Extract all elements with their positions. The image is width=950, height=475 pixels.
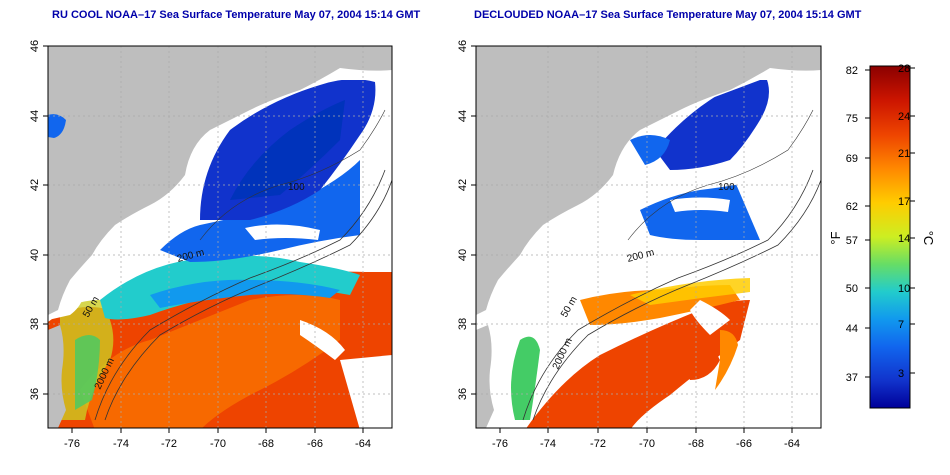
left-map-frame xyxy=(47,45,393,429)
colorbar-c-tick: 21 xyxy=(898,148,910,160)
y-tick-label: 40 xyxy=(457,249,469,261)
colorbar-f-tick: 75 xyxy=(846,113,858,125)
colorbar-f-tick: 82 xyxy=(846,65,858,77)
colorbar-f-tick: 57 xyxy=(846,235,858,247)
x-tick-label: -66 xyxy=(307,438,323,450)
x-tick-label: -70 xyxy=(639,438,655,450)
left-map-panel: 50 m 200 m 2000 m 100 -76 -74 -72 -70 -6… xyxy=(29,40,393,450)
colorbar-c-tick: 10 xyxy=(898,283,910,295)
contour-label-100: 100 xyxy=(718,182,735,193)
left-sst-map: 50 m 200 m 2000 m 100 xyxy=(48,46,392,428)
x-tick-label: -72 xyxy=(161,438,177,450)
y-tick-label: 38 xyxy=(457,318,469,330)
x-tick-label: -76 xyxy=(64,438,80,450)
x-tick-label: -70 xyxy=(210,438,226,450)
colorbar-f-tick: 44 xyxy=(846,323,858,335)
right-map-frame xyxy=(475,45,822,429)
colorbar-c-tick: 17 xyxy=(898,196,910,208)
colorbar-f-tick: 69 xyxy=(846,153,858,165)
x-tick-label: -72 xyxy=(590,438,606,450)
y-tick-label: 40 xyxy=(29,249,41,261)
y-tick-label: 36 xyxy=(457,388,469,400)
colorbar-c-tick: 24 xyxy=(898,111,910,123)
contour-label-100: 100 xyxy=(288,182,305,193)
right-map-panel: 50 m 200 m 2000 m 100 -76 -74 -72 -70 -6… xyxy=(457,40,936,450)
y-tick-label: 44 xyxy=(457,110,469,122)
y-tick-label: 38 xyxy=(29,318,41,330)
x-tick-label: -74 xyxy=(540,438,556,450)
y-tick-label: 44 xyxy=(29,110,41,122)
colorbar-f-tick: 50 xyxy=(846,283,858,295)
colorbar-c-tick: 28 xyxy=(898,63,910,75)
colorbar-c-tick: 14 xyxy=(898,233,910,245)
x-tick-label: -64 xyxy=(784,438,800,450)
colorbar-c-tick: 3 xyxy=(898,368,904,380)
x-tick-label: -74 xyxy=(113,438,129,450)
left-panel-title: RU COOL NOAA–17 Sea Surface Temperature … xyxy=(52,9,421,21)
x-tick-label: -68 xyxy=(688,438,704,450)
colorbar-f-tick: 37 xyxy=(846,372,858,384)
colorbar-fahrenheit-label: °F xyxy=(828,231,843,244)
colorbar-celsius-label: °C xyxy=(921,231,936,246)
y-tick-label: 42 xyxy=(29,179,41,191)
colorbar-f-tick: 62 xyxy=(846,201,858,213)
right-panel-title: DECLOUDED NOAA–17 Sea Surface Temperatur… xyxy=(474,9,862,21)
x-tick-label: -64 xyxy=(355,438,371,450)
colorbar-c-tick: 7 xyxy=(898,319,904,331)
y-tick-label: 36 xyxy=(29,388,41,400)
y-tick-label: 42 xyxy=(457,179,469,191)
x-tick-label: -66 xyxy=(736,438,752,450)
y-tick-label: 46 xyxy=(29,40,41,52)
colorbar xyxy=(869,65,911,409)
x-tick-label: -68 xyxy=(258,438,274,450)
right-sst-map: 50 m 200 m 2000 m 100 xyxy=(476,46,821,428)
x-tick-label: -76 xyxy=(492,438,508,450)
y-tick-label: 46 xyxy=(457,40,469,52)
